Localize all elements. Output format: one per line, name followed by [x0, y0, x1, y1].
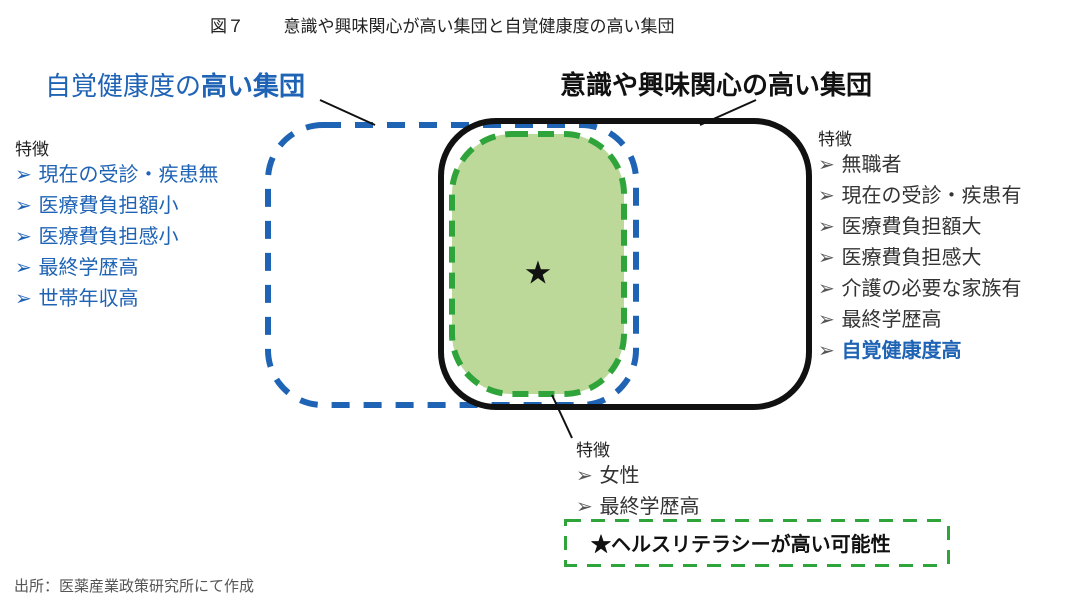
bullet-icon: ➢ — [818, 181, 836, 212]
bullet-icon: ➢ — [818, 336, 836, 367]
left-feature-item: ➢ 最終学歴高 — [15, 253, 219, 284]
left-feature-item-text: 医療費負担額小 — [33, 195, 179, 217]
right-feature-list: ➢ 無職者➢ 現在の受診・疾患有➢ 医療費負担額大➢ 医療費負担感大➢ 介護の必… — [818, 150, 1022, 367]
bullet-icon: ➢ — [818, 150, 836, 181]
bullet-icon: ➢ — [818, 243, 836, 274]
right-feature-item-text: 現在の受診・疾患有 — [836, 185, 1022, 207]
right-feature-item-text: 医療費負担感大 — [836, 247, 982, 269]
figure-source: 出所：医薬産業政策研究所にて作成 — [14, 575, 254, 596]
left-feature-item: ➢ 医療費負担額小 — [15, 191, 219, 222]
left-feature-item-text: 現在の受診・疾患無 — [33, 164, 219, 186]
right-feature-block: 特徴 ➢ 無職者➢ 現在の受診・疾患有➢ 医療費負担額大➢ 医療費負担感大➢ 介… — [818, 125, 1022, 367]
bullet-icon: ➢ — [576, 461, 594, 492]
left-feature-item-text: 世帯年収高 — [33, 288, 139, 310]
right-feature-item: ➢ 自覚健康度高 — [818, 336, 1022, 367]
legend-box: ★ヘルスリテラシーが高い可能性 — [567, 522, 947, 564]
bullet-icon: ➢ — [818, 305, 836, 336]
intersection-feature-item-text: 最終学歴高 — [594, 496, 700, 518]
left-feature-list: ➢ 現在の受診・疾患無➢ 医療費負担額小➢ 医療費負担感小➢ 最終学歴高➢ 世帯… — [15, 160, 219, 315]
left-set-title: 自覚健康度の高い集団 — [45, 66, 305, 103]
connector-down — [552, 395, 572, 438]
right-feature-item: ➢ 最終学歴高 — [818, 305, 1022, 336]
right-feature-item-text: 最終学歴高 — [836, 309, 942, 331]
intersection-feature-item: ➢ 最終学歴高 — [576, 492, 700, 523]
left-set-title-bold: 高い集団 — [201, 71, 305, 101]
right-feature-item: ➢ 現在の受診・疾患有 — [818, 181, 1022, 212]
left-feature-item-text: 医療費負担感小 — [33, 226, 179, 248]
intersection-feature-block: 特徴 ➢ 女性➢ 最終学歴高 — [576, 436, 700, 523]
intersection-feature-label: 特徴 — [576, 436, 700, 461]
bullet-icon: ➢ — [15, 191, 33, 222]
right-feature-item: ➢ 医療費負担感大 — [818, 243, 1022, 274]
left-feature-item: ➢ 現在の受診・疾患無 — [15, 160, 219, 191]
left-feature-block: 特徴 ➢ 現在の受診・疾患無➢ 医療費負担額小➢ 医療費負担感小➢ 最終学歴高➢… — [15, 135, 219, 315]
right-feature-item-text: 無職者 — [836, 154, 902, 176]
right-feature-item: ➢ 医療費負担額大 — [818, 212, 1022, 243]
bullet-icon: ➢ — [818, 274, 836, 305]
right-feature-item: ➢ 介護の必要な家族有 — [818, 274, 1022, 305]
bullet-icon: ➢ — [818, 212, 836, 243]
left-feature-item: ➢ 医療費負担感小 — [15, 222, 219, 253]
left-feature-item-text: 最終学歴高 — [33, 257, 139, 279]
intersection-feature-list: ➢ 女性➢ 最終学歴高 — [576, 461, 700, 523]
star-icon: ★ — [524, 254, 553, 290]
left-feature-label: 特徴 — [15, 135, 219, 160]
left-set-title-plain: 自覚健康度の — [45, 71, 201, 101]
right-feature-item-text: 介護の必要な家族有 — [836, 278, 1022, 300]
right-feature-item-text: 医療費負担額大 — [836, 216, 982, 238]
right-feature-label: 特徴 — [818, 125, 1022, 150]
right-feature-item-text: 自覚健康度高 — [836, 340, 962, 362]
connector-left — [320, 100, 375, 125]
bullet-icon: ➢ — [15, 222, 33, 253]
bullet-icon: ➢ — [15, 160, 33, 191]
legend-text: ★ヘルスリテラシーが高い可能性 — [591, 534, 891, 556]
bullet-icon: ➢ — [15, 284, 33, 315]
bullet-icon: ➢ — [576, 492, 594, 523]
intersection-feature-item: ➢ 女性 — [576, 461, 700, 492]
right-set-title-text: 意識や興味関心の高い集団 — [560, 70, 872, 100]
intersection-feature-item-text: 女性 — [594, 465, 640, 487]
bullet-icon: ➢ — [15, 253, 33, 284]
left-feature-item: ➢ 世帯年収高 — [15, 284, 219, 315]
right-feature-item: ➢ 無職者 — [818, 150, 1022, 181]
right-set-title: 意識や興味関心の高い集団 — [560, 65, 872, 102]
